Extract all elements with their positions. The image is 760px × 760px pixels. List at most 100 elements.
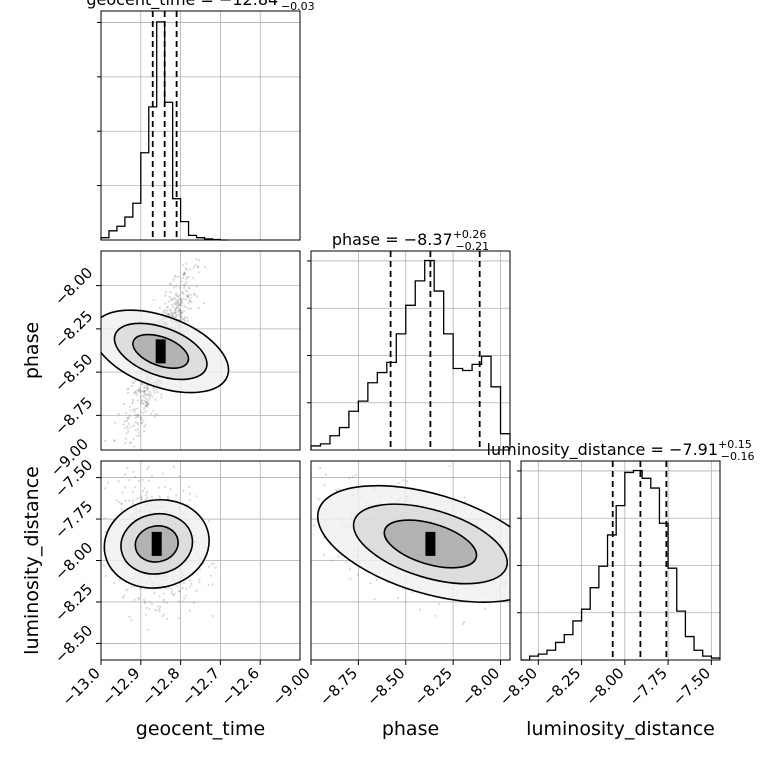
scatter-geocent_time-phase-panel bbox=[100, 250, 301, 456]
ytick-label-phase-1: −8.25 bbox=[51, 307, 96, 352]
scatter-geocent_time-phase-point bbox=[125, 411, 128, 415]
scatter-phase-luminosity_distance-point bbox=[556, 551, 558, 553]
scatter-geocent_time-phase-point bbox=[175, 285, 178, 288]
scatter-phase-luminosity_distance-point bbox=[348, 477, 351, 480]
scatter-geocent_time-phase-point bbox=[146, 388, 149, 391]
scatter-geocent_time-phase-point bbox=[152, 298, 155, 301]
scatter-geocent_time-phase-point bbox=[127, 422, 130, 425]
scatter-geocent_time-phase-point bbox=[178, 310, 181, 313]
scatter-geocent_time-luminosity_distance-point bbox=[128, 478, 131, 482]
scatter-geocent_time-luminosity_distance-point bbox=[141, 478, 144, 481]
scatter-geocent_time-phase-point bbox=[134, 379, 137, 382]
scatter-phase-luminosity_distance-point bbox=[523, 556, 525, 558]
scatter-geocent_time-phase-point bbox=[179, 309, 182, 312]
scatter-geocent_time-luminosity_distance-point bbox=[120, 507, 123, 510]
scatter-geocent_time-phase-point bbox=[143, 390, 146, 393]
scatter-geocent_time-phase-point bbox=[164, 291, 167, 294]
scatter-phase-luminosity_distance-point bbox=[560, 556, 562, 558]
hist-geocent_time-title-plus: +0.03 bbox=[278, 0, 312, 1]
scatter-geocent_time-phase-point bbox=[178, 309, 181, 312]
scatter-geocent_time-phase-point bbox=[143, 452, 145, 454]
scatter-geocent_time-luminosity_distance-point bbox=[178, 590, 181, 593]
scatter-geocent_time-phase-point bbox=[174, 275, 177, 278]
scatter-geocent_time-phase-point bbox=[145, 397, 148, 400]
scatter-geocent_time-phase-point bbox=[177, 304, 180, 307]
scatter-geocent_time-luminosity_distance-point bbox=[162, 600, 165, 604]
hist-geocent_time-title-value: geocent_time = −12.84 bbox=[86, 0, 278, 10]
scatter-geocent_time-phase-point bbox=[154, 412, 157, 416]
hist-geocent_time-title-minus: −0.03 bbox=[281, 0, 315, 13]
scatter-phase-luminosity_distance-point bbox=[349, 577, 352, 580]
ytick-label-luminosity_distance-2: −8.00 bbox=[51, 539, 96, 584]
scatter-geocent_time-phase-point bbox=[180, 316, 183, 319]
scatter-geocent_time-luminosity_distance-point bbox=[184, 594, 187, 597]
scatter-geocent_time-luminosity_distance-point bbox=[159, 496, 162, 499]
scatter-geocent_time-phase-point bbox=[168, 309, 171, 312]
scatter-geocent_time-luminosity_distance-core bbox=[151, 531, 162, 556]
scatter-phase-luminosity_distance-point bbox=[524, 575, 526, 577]
scatter-geocent_time-luminosity_distance-point bbox=[133, 598, 136, 601]
xtick-label-phase-1: −8.75 bbox=[316, 664, 361, 709]
scatter-phase-luminosity_distance-point bbox=[513, 602, 515, 604]
scatter-phase-luminosity_distance-point bbox=[539, 569, 541, 571]
scatter-geocent_time-phase-point bbox=[174, 293, 177, 296]
scatter-geocent_time-phase-point bbox=[148, 394, 151, 397]
scatter-phase-luminosity_distance-point bbox=[411, 591, 414, 594]
scatter-geocent_time-phase-point bbox=[152, 389, 155, 392]
scatter-geocent_time-luminosity_distance-point bbox=[130, 586, 133, 589]
scatter-geocent_time-luminosity_distance-point bbox=[145, 490, 149, 494]
scatter-geocent_time-luminosity_distance-point bbox=[125, 589, 128, 592]
scatter-geocent_time-phase-point bbox=[143, 396, 146, 399]
scatter-phase-luminosity_distance-point bbox=[434, 614, 437, 617]
scatter-geocent_time-luminosity_distance-point bbox=[133, 475, 137, 478]
scatter-geocent_time-phase-point bbox=[140, 418, 143, 421]
hist-luminosity_distance-title-value: luminosity_distance = −7.91 bbox=[487, 440, 718, 460]
scatter-geocent_time-phase-point bbox=[139, 410, 142, 413]
scatter-phase-luminosity_distance-point bbox=[406, 480, 409, 483]
scatter-phase-luminosity_distance-point bbox=[514, 571, 516, 573]
scatter-geocent_time-phase-point bbox=[189, 307, 192, 310]
scatter-geocent_time-luminosity_distance-point bbox=[173, 592, 176, 595]
scatter-geocent_time-phase-point bbox=[162, 311, 165, 314]
scatter-geocent_time-luminosity_distance-point bbox=[170, 593, 173, 596]
scatter-geocent_time-luminosity_distance-point bbox=[126, 588, 129, 591]
scatter-geocent_time-phase-point bbox=[124, 441, 127, 445]
scatter-phase-luminosity_distance-point bbox=[322, 553, 325, 557]
scatter-geocent_time-phase-point bbox=[183, 286, 186, 290]
scatter-geocent_time-phase-point bbox=[136, 423, 140, 426]
scatter-geocent_time-phase-point bbox=[126, 388, 129, 391]
scatter-phase-luminosity_distance-point bbox=[464, 500, 467, 503]
scatter-geocent_time-luminosity_distance-point bbox=[212, 562, 215, 565]
scatter-geocent_time-luminosity_distance-point bbox=[117, 501, 121, 504]
scatter-geocent_time-phase-point bbox=[140, 416, 143, 419]
scatter-phase-luminosity_distance-point bbox=[302, 498, 304, 500]
scatter-geocent_time-phase-point bbox=[175, 314, 178, 317]
scatter-geocent_time-luminosity_distance-point bbox=[104, 487, 107, 490]
scatter-geocent_time-phase-point bbox=[156, 413, 159, 416]
scatter-phase-luminosity_distance-point bbox=[354, 474, 357, 477]
scatter-geocent_time-phase-point bbox=[180, 311, 183, 314]
scatter-geocent_time-phase-point bbox=[173, 312, 176, 315]
scatter-geocent_time-phase-point bbox=[178, 286, 181, 289]
scatter-geocent_time-phase-point bbox=[180, 300, 183, 303]
scatter-geocent_time-phase-point bbox=[145, 403, 148, 406]
scatter-geocent_time-phase-point bbox=[185, 267, 188, 270]
scatter-geocent_time-phase-point bbox=[139, 389, 142, 392]
scatter-geocent_time-luminosity_distance-point bbox=[167, 495, 170, 498]
scatter-geocent_time-phase-point bbox=[149, 412, 153, 415]
scatter-phase-luminosity_distance-point bbox=[357, 573, 360, 576]
xtick-label-luminosity_distance-0: −8.50 bbox=[496, 664, 541, 709]
scatter-geocent_time-phase-point bbox=[179, 302, 182, 306]
scatter-geocent_time-phase-point bbox=[173, 274, 177, 277]
scatter-phase-luminosity_distance-point bbox=[529, 561, 531, 563]
scatter-geocent_time-phase-point bbox=[164, 294, 167, 297]
scatter-geocent_time-luminosity_distance-point bbox=[164, 485, 167, 488]
scatter-geocent_time-phase-point bbox=[148, 396, 151, 399]
scatter-geocent_time-phase-point bbox=[179, 309, 182, 312]
scatter-geocent_time-phase-point bbox=[120, 454, 122, 456]
scatter-phase-luminosity_distance-point bbox=[513, 571, 515, 573]
scatter-geocent_time-phase-point bbox=[182, 264, 185, 267]
scatter-geocent_time-luminosity_distance-point bbox=[172, 594, 175, 597]
scatter-geocent_time-phase-point bbox=[123, 420, 126, 423]
